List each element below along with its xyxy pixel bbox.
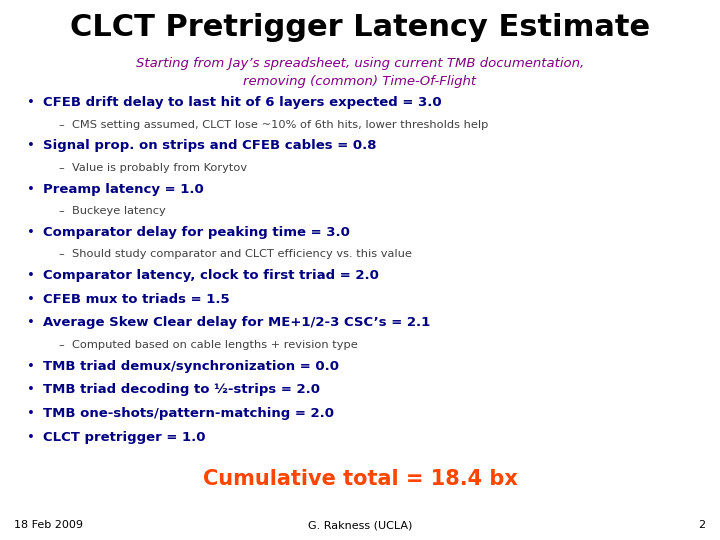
Text: •: •: [27, 407, 35, 420]
Text: •: •: [27, 383, 35, 396]
Text: CLCT pretrigger = 1.0: CLCT pretrigger = 1.0: [43, 431, 206, 444]
Text: •: •: [27, 431, 35, 444]
Text: removing (common) Time-Of-Flight: removing (common) Time-Of-Flight: [243, 75, 477, 87]
Text: CFEB drift delay to last hit of 6 layers expected = 3.0: CFEB drift delay to last hit of 6 layers…: [43, 96, 442, 109]
Text: •: •: [27, 139, 35, 152]
Text: Average Skew Clear delay for ME+1/2-3 CSC’s = 2.1: Average Skew Clear delay for ME+1/2-3 CS…: [43, 316, 431, 329]
Text: Comparator latency, clock to first triad = 2.0: Comparator latency, clock to first triad…: [43, 269, 379, 282]
Text: •: •: [27, 269, 35, 282]
Text: Starting from Jay’s spreadsheet, using current TMB documentation,: Starting from Jay’s spreadsheet, using c…: [136, 57, 584, 70]
Text: •: •: [27, 96, 35, 109]
Text: 18 Feb 2009: 18 Feb 2009: [14, 520, 84, 530]
Text: –  Value is probably from Korytov: – Value is probably from Korytov: [59, 163, 247, 173]
Text: •: •: [27, 293, 35, 306]
Text: •: •: [27, 183, 35, 195]
Text: CLCT Pretrigger Latency Estimate: CLCT Pretrigger Latency Estimate: [70, 14, 650, 43]
Text: TMB one-shots/pattern-matching = 2.0: TMB one-shots/pattern-matching = 2.0: [43, 407, 334, 420]
Text: Preamp latency = 1.0: Preamp latency = 1.0: [43, 183, 204, 195]
Text: –  Computed based on cable lengths + revision type: – Computed based on cable lengths + revi…: [59, 340, 358, 350]
Text: TMB triad demux/synchronization = 0.0: TMB triad demux/synchronization = 0.0: [43, 360, 339, 373]
Text: •: •: [27, 226, 35, 239]
Text: –  Should study comparator and CLCT efficiency vs. this value: – Should study comparator and CLCT effic…: [59, 249, 412, 260]
Text: G. Rakness (UCLA): G. Rakness (UCLA): [308, 520, 412, 530]
Text: •: •: [27, 316, 35, 329]
Text: –  CMS setting assumed, CLCT lose ~10% of 6th hits, lower thresholds help: – CMS setting assumed, CLCT lose ~10% of…: [59, 120, 488, 130]
Text: CFEB mux to triads = 1.5: CFEB mux to triads = 1.5: [43, 293, 230, 306]
Text: TMB triad decoding to ½-strips = 2.0: TMB triad decoding to ½-strips = 2.0: [43, 383, 320, 396]
Text: •: •: [27, 360, 35, 373]
Text: –  Buckeye latency: – Buckeye latency: [59, 206, 166, 217]
Text: Cumulative total = 18.4 bx: Cumulative total = 18.4 bx: [202, 469, 518, 489]
Text: 2: 2: [698, 520, 706, 530]
Text: Signal prop. on strips and CFEB cables = 0.8: Signal prop. on strips and CFEB cables =…: [43, 139, 377, 152]
Text: Comparator delay for peaking time = 3.0: Comparator delay for peaking time = 3.0: [43, 226, 350, 239]
